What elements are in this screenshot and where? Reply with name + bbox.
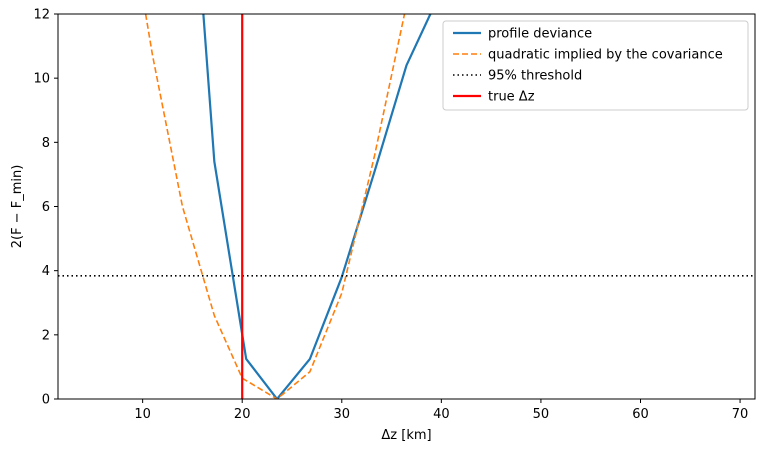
y-tick-label: 4 xyxy=(42,264,50,279)
series-line-profile-deviance xyxy=(202,14,432,399)
legend-box xyxy=(442,20,749,111)
y-tick-label: 10 xyxy=(33,72,50,87)
x-tick-label: 30 xyxy=(334,407,351,422)
legend-label-quadratic-implied-by-the-covariance: quadratic implied by the covariance xyxy=(488,48,723,63)
x-tick-label: 70 xyxy=(732,407,749,422)
y-tick-label: 0 xyxy=(42,393,50,408)
legend-label-true-z: true Δz xyxy=(488,90,535,105)
x-tick-label: 60 xyxy=(632,407,649,422)
series-line-quadratic-implied-by-the-covariance xyxy=(144,14,406,399)
y-axis-label: 2(F − F_min) xyxy=(10,165,25,249)
x-tick-label: 40 xyxy=(433,407,450,422)
x-tick-label: 20 xyxy=(234,407,251,422)
x-axis: 10 20 30 40 50 60 70 xyxy=(134,399,748,422)
x-axis-label: Δz [km] xyxy=(381,428,431,443)
legend-label-profile-deviance: profile deviance xyxy=(488,27,592,42)
y-tick-label: 12 xyxy=(33,8,50,23)
legend: profile deviance quadratic implied by the… xyxy=(442,20,749,111)
series-layer xyxy=(58,14,755,399)
x-tick-label: 50 xyxy=(533,407,550,422)
y-tick-label: 2 xyxy=(42,328,50,343)
y-axis: 0 2 4 6 8 10 12 xyxy=(33,8,58,408)
y-tick-label: 6 xyxy=(42,200,50,215)
y-tick-label: 8 xyxy=(42,136,50,151)
x-tick-label: 10 xyxy=(134,407,151,422)
legend-label-95-threshold: 95% threshold xyxy=(488,69,582,84)
